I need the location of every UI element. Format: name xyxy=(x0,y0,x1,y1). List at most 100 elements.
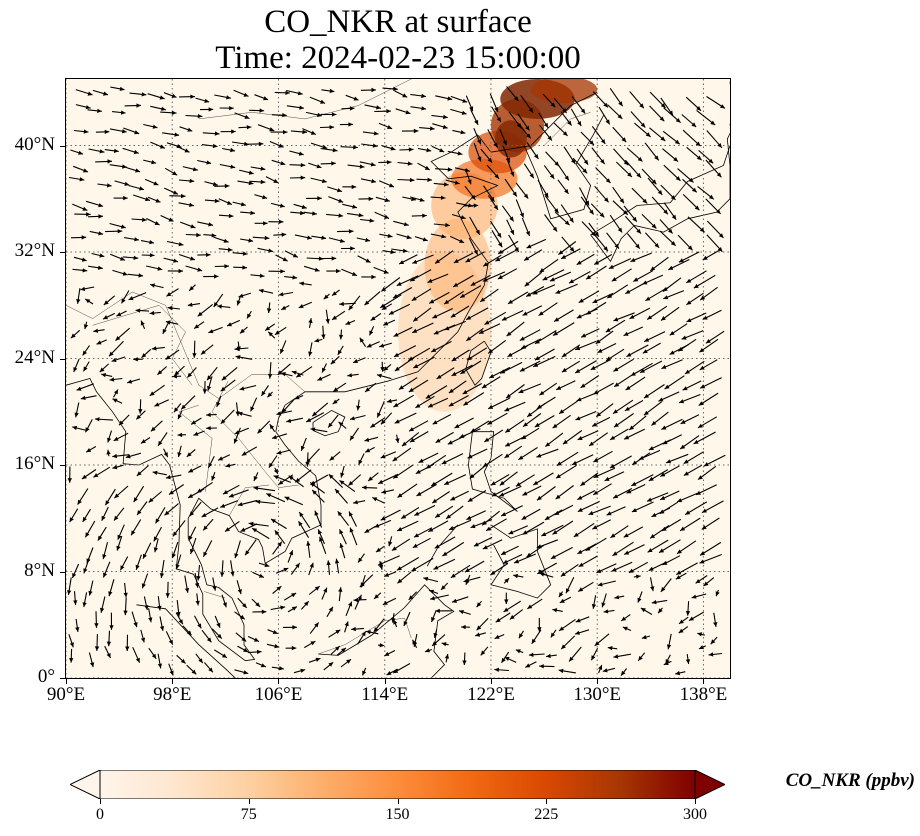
lat-tick-label: 16°N xyxy=(14,453,55,475)
wind-arrow-head xyxy=(623,331,629,336)
wind-arrow-head xyxy=(660,103,666,108)
wind-arrow-head xyxy=(348,481,354,486)
wind-arrow-head xyxy=(679,619,684,624)
wind-arrow-head xyxy=(534,356,540,361)
wind-arrow-head xyxy=(83,168,88,173)
wind-arrow-head xyxy=(149,253,155,258)
wind-arrow-head xyxy=(348,601,353,607)
wind-arrow-head xyxy=(159,626,165,631)
wind-arrow-head xyxy=(281,232,287,237)
wind-arrow-head xyxy=(553,331,558,336)
map-panel[interactable] xyxy=(65,78,731,679)
wind-arrow-head xyxy=(362,670,367,676)
wind-arrow-head xyxy=(621,616,627,621)
wind-arrow-head xyxy=(699,645,704,650)
wind-arrow-head xyxy=(328,422,333,428)
wind-arrow-head xyxy=(242,603,247,608)
wind-arrow-head xyxy=(144,605,149,610)
wind-arrow-head xyxy=(394,352,399,357)
wind-arrow-head xyxy=(450,496,456,501)
wind-arrow-head xyxy=(89,662,95,668)
wind-arrow-head xyxy=(488,404,494,409)
map-title: CO_NKR at surface xyxy=(264,4,532,40)
wind-arrow-head xyxy=(426,464,431,469)
wind-arrow-head xyxy=(349,106,355,111)
wind-arrow-head xyxy=(268,373,273,379)
wind-arrow-head xyxy=(382,600,388,605)
wind-arrow-head xyxy=(223,238,229,243)
wind-arrow-head xyxy=(412,543,418,548)
wind-arrow-head xyxy=(391,617,396,623)
wind-arrow-head xyxy=(335,629,341,634)
wind-arrow-head xyxy=(243,670,249,675)
wind-arrow-head xyxy=(586,274,592,280)
wind-arrow-head xyxy=(356,405,361,411)
wind-arrow-head xyxy=(643,410,649,416)
wind-arrow-head xyxy=(688,177,694,183)
wind-arrow-head xyxy=(392,456,398,462)
wind-arrow-head xyxy=(306,541,311,546)
wind-arrow-head xyxy=(329,456,335,461)
wind-arrow-head xyxy=(462,389,468,394)
wind-arrow-head xyxy=(460,215,466,220)
lon-tick-label: 122°E xyxy=(467,684,515,705)
wind-arrow-head xyxy=(319,536,324,542)
wind-arrow-head xyxy=(529,173,534,179)
wind-arrow-head xyxy=(477,139,481,145)
wind-arrow-head xyxy=(373,131,379,136)
wind-arrow-head xyxy=(407,161,413,166)
wind-arrow-head xyxy=(596,412,602,417)
wind-arrow-head xyxy=(583,159,589,165)
wind-arrow-head xyxy=(335,646,340,651)
wind-arrow-head xyxy=(378,479,384,484)
border-line xyxy=(318,617,412,655)
wind-arrow-head xyxy=(710,639,716,645)
wind-arrow-head xyxy=(393,332,399,337)
wind-arrow-head xyxy=(441,585,446,590)
wind-arrow-head xyxy=(75,627,80,632)
wind-arrow-head xyxy=(498,249,504,254)
wind-arrow-head xyxy=(331,112,337,117)
wind-arrow-head xyxy=(425,648,430,653)
wind-arrow-head xyxy=(248,180,254,186)
lon-tick-mark xyxy=(278,678,280,684)
wind-arrow-head xyxy=(366,343,372,348)
wind-arrow-head xyxy=(660,472,666,477)
wind-arrow-head xyxy=(299,105,304,110)
wind-arrow-head xyxy=(135,308,141,313)
coastline xyxy=(318,584,455,678)
wind-arrow-head xyxy=(225,463,231,468)
wind-arrow-head xyxy=(234,430,240,435)
wind-arrow-head xyxy=(273,468,278,474)
wind-arrow-head xyxy=(639,103,644,109)
wind-arrow-head xyxy=(608,264,614,269)
wind-arrow-head xyxy=(323,587,328,593)
wind-arrow-head xyxy=(97,535,103,541)
wind-arrow-head xyxy=(654,155,659,161)
wind-arrow-head xyxy=(291,645,297,651)
wind-arrow-head xyxy=(334,558,340,564)
wind-arrow-head xyxy=(666,644,672,650)
wind-arrow-head xyxy=(531,638,536,644)
wind-arrow-head xyxy=(113,148,119,153)
wind-arrow-head xyxy=(94,623,99,628)
wind-arrow-head xyxy=(454,180,460,185)
wind-arrow-head xyxy=(376,105,381,110)
wind-arrow-head xyxy=(214,274,219,279)
lat-tick-mark xyxy=(60,358,66,360)
wind-arrow-head xyxy=(113,436,119,441)
wind-arrow-head xyxy=(141,92,147,97)
wind-arrow-head xyxy=(674,139,680,145)
wind-arrow-head xyxy=(123,592,128,598)
wind-arrow-head xyxy=(428,527,434,532)
wind-arrow-head xyxy=(480,650,486,656)
wind-arrow-head xyxy=(537,569,543,574)
wind-arrow-head xyxy=(497,274,503,279)
wind-arrow-head xyxy=(315,657,321,662)
wind-arrow-head xyxy=(383,269,389,274)
wind-arrow-head xyxy=(263,96,268,101)
wind-arrow-head xyxy=(380,454,386,459)
wind-arrow-head xyxy=(337,511,343,517)
wind-arrow-head xyxy=(708,194,714,200)
wind-arrow-head xyxy=(208,222,213,227)
